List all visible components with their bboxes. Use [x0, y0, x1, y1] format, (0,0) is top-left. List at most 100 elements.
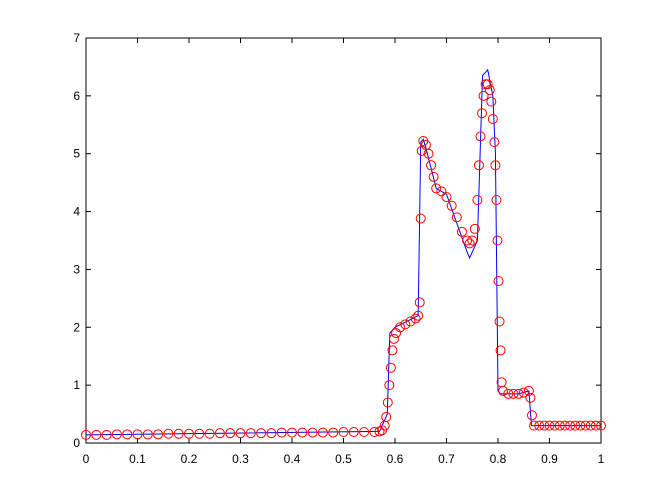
data-point [307, 427, 318, 438]
data-point [570, 420, 581, 431]
data-point [173, 428, 184, 439]
data-point [414, 297, 425, 308]
data-point [451, 212, 462, 223]
data-point [487, 114, 498, 124]
data-point [142, 429, 153, 440]
data-point [276, 427, 287, 438]
data-point [405, 316, 416, 327]
data-point [245, 428, 256, 439]
data-point [381, 411, 392, 422]
data-point [266, 428, 277, 439]
x-tick-label: 0.2 [181, 452, 198, 466]
data-point [513, 388, 524, 399]
data-point [287, 427, 297, 438]
data-point [431, 183, 442, 194]
x-tick-label: 0.7 [438, 452, 455, 466]
data-point [493, 276, 504, 286]
data-point [523, 385, 534, 396]
data-point [580, 420, 591, 431]
data-point [565, 420, 576, 431]
data-point [428, 171, 439, 182]
data-point [235, 428, 246, 439]
data-point [413, 310, 424, 321]
data-point [382, 397, 393, 408]
data-point [81, 429, 91, 440]
data-point [204, 428, 215, 439]
data-point [184, 428, 194, 439]
data-point [256, 428, 267, 439]
data-point [225, 428, 236, 439]
data-point [486, 96, 497, 107]
data-line [85, 68, 601, 436]
axes-box [85, 37, 602, 444]
y-tick-label: 7 [73, 31, 80, 45]
data-point [423, 148, 434, 159]
data-point [91, 429, 102, 440]
data-point [472, 195, 483, 205]
data-point [328, 427, 339, 438]
data-point [415, 213, 426, 224]
data-point [338, 427, 349, 438]
y-tick-label: 2 [73, 320, 80, 334]
data-point [194, 428, 205, 439]
y-tick-label: 3 [73, 262, 80, 276]
data-point [596, 420, 606, 431]
data-point [132, 429, 143, 440]
x-tick-label: 0.4 [284, 452, 301, 466]
data-point [490, 160, 501, 171]
data-point [464, 238, 475, 249]
data-point [456, 226, 467, 237]
x-tick-label: 1 [598, 452, 605, 466]
data-point [494, 316, 505, 327]
data-point [436, 186, 447, 197]
x-tick-label: 0.8 [490, 452, 507, 466]
data-point [475, 131, 486, 142]
data-point [348, 427, 359, 438]
x-tick-label: 0.1 [129, 452, 146, 466]
data-point [492, 235, 503, 246]
data-point [590, 420, 601, 431]
data-point [122, 429, 133, 440]
data-point [374, 426, 385, 437]
data-point [525, 392, 536, 403]
data-point [482, 79, 493, 90]
data-point [359, 427, 370, 438]
data-point [477, 108, 488, 119]
data-point [559, 420, 570, 431]
data-point [529, 420, 540, 431]
data-point [503, 388, 514, 399]
data-point [385, 362, 396, 373]
data-point [526, 410, 537, 421]
data-point [491, 195, 502, 205]
data-point [214, 428, 225, 439]
data-point [575, 420, 586, 431]
data-point [111, 429, 122, 440]
data-point [539, 420, 550, 431]
data-point [153, 429, 164, 440]
data-point [467, 235, 478, 246]
y-tick-label: 5 [73, 147, 80, 161]
data-point [317, 427, 328, 438]
data-point [498, 385, 509, 396]
data-point [489, 137, 500, 148]
data-point [297, 427, 308, 438]
data-point [585, 420, 596, 431]
data-point [377, 425, 388, 436]
data-point [395, 322, 406, 333]
x-tick-label: 0.9 [541, 452, 558, 466]
data-point [101, 429, 112, 440]
data-point [410, 313, 421, 324]
data-point [469, 223, 480, 234]
data-point [462, 235, 473, 246]
data-point [163, 428, 174, 439]
data-point [534, 420, 545, 431]
data-point [441, 192, 452, 203]
data-point [426, 160, 437, 171]
data-point [544, 420, 555, 431]
data-point [400, 319, 411, 330]
data-point [549, 420, 560, 431]
y-tick-label: 6 [73, 89, 80, 103]
data-point [387, 345, 398, 356]
data-point [484, 85, 495, 96]
